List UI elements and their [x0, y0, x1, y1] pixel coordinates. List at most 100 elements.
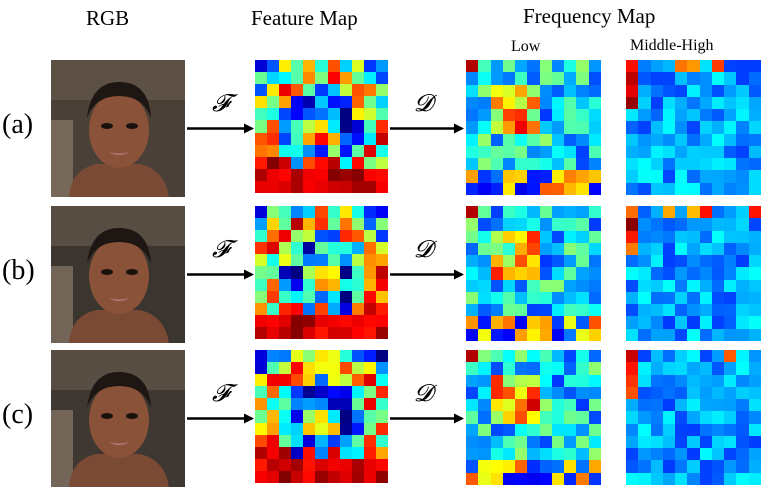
- heatmap-cell: [375, 254, 388, 267]
- heatmap-cell: [711, 218, 725, 231]
- heatmap-cell: [638, 423, 651, 436]
- heatmap-cell: [638, 96, 651, 110]
- heatmap-cell: [502, 72, 516, 85]
- heatmap-cell: [291, 290, 304, 303]
- heatmap-cell: [576, 423, 589, 436]
- heatmap-cell: [724, 218, 737, 231]
- heatmap-cell: [748, 170, 761, 183]
- heatmap-cell: [351, 266, 364, 279]
- heatmap-cell: [291, 156, 304, 169]
- heatmap-cell: [279, 422, 292, 435]
- heatmap-cell: [291, 422, 304, 435]
- heatmap-cell: [675, 182, 688, 195]
- heatmap-cell: [748, 60, 761, 73]
- heatmap-cell: [515, 230, 528, 243]
- heatmap-cell: [279, 362, 292, 375]
- heatmap-cell: [711, 362, 725, 375]
- heatmap-cell: [478, 411, 491, 424]
- heatmap-cell: [291, 314, 304, 327]
- heatmap-cell: [650, 435, 663, 449]
- heatmap-cell: [699, 386, 712, 400]
- heatmap-cell: [748, 435, 761, 449]
- heatmap-cell: [478, 206, 491, 219]
- heatmap-cell: [466, 291, 479, 305]
- heatmap-cell: [303, 254, 316, 267]
- heatmap-cell: [527, 374, 540, 387]
- heatmap-cell: [315, 108, 328, 121]
- heatmap-cell: [315, 386, 328, 399]
- heatmap-cell: [638, 267, 651, 280]
- heatmap-cell: [351, 290, 364, 303]
- heatmap-cell: [711, 96, 725, 110]
- heatmap-cell: [748, 362, 761, 375]
- heatmap-cell: [539, 255, 552, 268]
- heatmap-cell: [527, 84, 540, 97]
- heatmap-cell: [736, 304, 749, 317]
- heatmap-cell: [327, 156, 340, 169]
- heatmap-cell: [527, 158, 540, 171]
- heatmap-cell: [724, 328, 737, 341]
- heatmap-cell: [527, 435, 540, 449]
- heatmap-cell: [339, 72, 352, 85]
- heatmap-cell: [564, 316, 577, 329]
- heatmap-cell: [736, 350, 749, 363]
- heatmap-cell: [650, 291, 663, 305]
- heatmap-cell: [539, 291, 552, 305]
- heatmap-cell: [576, 158, 589, 171]
- heatmap-cell: [662, 460, 676, 473]
- heatmap-cell: [711, 435, 725, 449]
- heatmap-cell: [327, 470, 340, 483]
- heatmap-cell: [699, 230, 712, 243]
- heatmap-cell: [576, 121, 589, 134]
- heatmap-cell: [527, 411, 540, 424]
- heatmap-cell: [675, 96, 688, 110]
- heatmap-cell: [626, 158, 639, 171]
- heatmap-cell: [564, 84, 577, 97]
- heatmap-cell: [675, 472, 688, 485]
- heatmap-cell: [339, 386, 352, 399]
- heatmap-cell: [466, 218, 479, 231]
- heatmap-cell: [662, 145, 676, 159]
- heatmap-cell: [711, 472, 725, 485]
- heatmap-cell: [711, 60, 725, 73]
- heatmap-cell: [351, 398, 364, 411]
- heatmap-cell: [588, 60, 601, 73]
- heatmap-cell: [502, 304, 516, 317]
- heatmap-cell: [279, 156, 292, 169]
- heatmap-cell: [539, 411, 552, 424]
- heatmap-cell: [711, 230, 725, 243]
- heatmap-cell: [351, 230, 364, 243]
- heatmap-cell: [551, 84, 565, 97]
- header-low: Low: [511, 38, 541, 55]
- heatmap-cell: [255, 132, 268, 145]
- heatmap-cell: [279, 254, 292, 267]
- heatmap-cell: [650, 423, 663, 436]
- heatmap-cell: [255, 290, 268, 303]
- heatmap-cell: [539, 435, 552, 449]
- heatmap-cell: [650, 60, 663, 73]
- heatmap-cell: [527, 316, 540, 329]
- heatmap-cell: [564, 133, 577, 146]
- heatmap-cell: [267, 168, 280, 181]
- heatmap-cell: [551, 206, 565, 219]
- heatmap-cell: [490, 472, 503, 485]
- heatmap-cell: [588, 96, 601, 110]
- heatmap-cell: [626, 386, 639, 400]
- heatmap-cell: [466, 84, 479, 97]
- heatmap-cell: [539, 362, 552, 375]
- heatmap-cell: [687, 182, 700, 195]
- heatmap-cell: [650, 96, 663, 110]
- heatmap-cell: [711, 84, 725, 97]
- heatmap-cell: [375, 60, 388, 73]
- heatmap-cell: [502, 255, 516, 268]
- heatmap-cell: [626, 145, 639, 159]
- heatmap-cell: [564, 218, 577, 231]
- heatmap-cell: [478, 291, 491, 305]
- heatmap-cell: [564, 279, 577, 292]
- heatmap-cell: [539, 133, 552, 146]
- heatmap-cell: [588, 145, 601, 159]
- heatmap-cell: [699, 399, 712, 412]
- heatmap-cell: [564, 242, 577, 256]
- heatmap-cell: [576, 374, 589, 387]
